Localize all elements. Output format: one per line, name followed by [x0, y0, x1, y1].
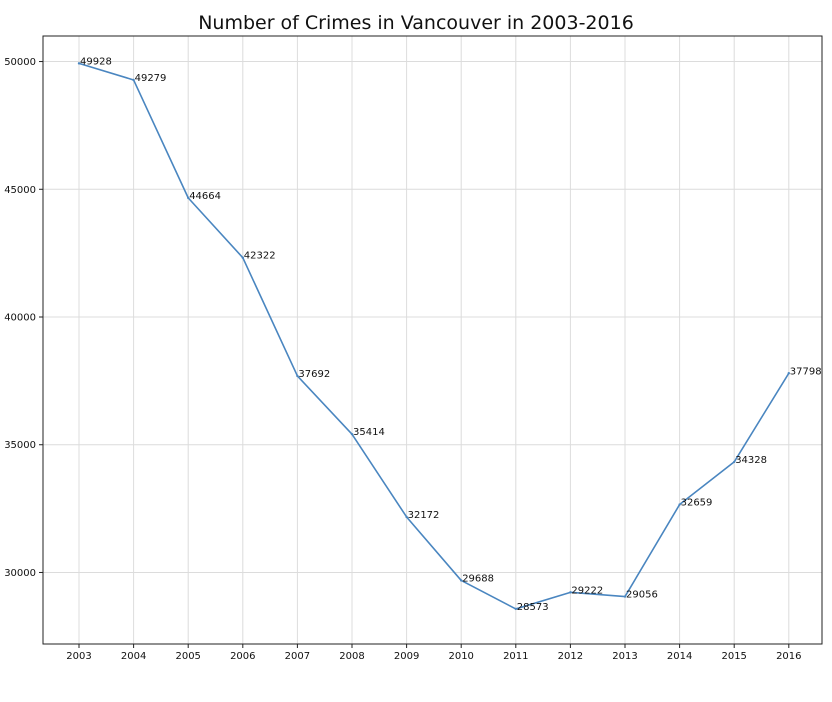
- data-point: [678, 503, 681, 506]
- data-point: [77, 62, 81, 65]
- data-label: 37798: [790, 366, 822, 377]
- data-point: [405, 515, 408, 519]
- data-point: [350, 432, 354, 436]
- x-tick-label: 2004: [121, 651, 146, 662]
- series-line: [78, 62, 790, 610]
- chart-title: Number of Crimes in Vancouver in 2003-20…: [198, 12, 634, 34]
- y-tick-label: 50000: [4, 57, 36, 68]
- data-label: 32659: [681, 498, 713, 509]
- data-point: [514, 607, 517, 611]
- data-point: [132, 78, 135, 82]
- data-point: [187, 196, 190, 200]
- x-tick-label: 2011: [503, 651, 528, 662]
- axes-frame: [42, 35, 823, 645]
- data-point: [569, 591, 572, 594]
- data-label: 29688: [462, 573, 494, 584]
- x-tick-label: 2007: [285, 651, 310, 662]
- data-label: 42322: [244, 251, 276, 262]
- y-tick-label: 40000: [4, 313, 36, 324]
- x-tick-label: 2003: [66, 651, 91, 662]
- data-label: 29056: [626, 590, 658, 601]
- data-label: 37692: [298, 369, 330, 380]
- data-label: 32172: [408, 510, 440, 521]
- data-label: 35414: [353, 427, 385, 438]
- x-tick-label: 2010: [448, 651, 473, 662]
- y-tick-label: 35000: [4, 440, 36, 451]
- data-point: [733, 460, 736, 464]
- data-point: [241, 256, 244, 259]
- x-tick-label: 2016: [776, 651, 801, 662]
- x-tick-label: 2006: [230, 651, 255, 662]
- data-point: [787, 372, 790, 375]
- x-tick-label: 2013: [612, 651, 637, 662]
- data-point: [460, 579, 463, 582]
- data-label: 49928: [80, 56, 112, 67]
- data-label: 28573: [517, 602, 549, 613]
- x-tick-label: 2014: [667, 651, 692, 662]
- data-label: 29222: [571, 585, 603, 596]
- y-tick-label: 45000: [4, 185, 36, 196]
- data-label: 49279: [135, 73, 167, 84]
- x-tick-label: 2009: [394, 651, 419, 662]
- x-tick-label: 2012: [558, 651, 583, 662]
- data-label: 44664: [189, 191, 221, 202]
- y-tick-label: 30000: [4, 568, 36, 579]
- data-point: [623, 595, 627, 598]
- x-tick-label: 2008: [339, 651, 364, 662]
- x-tick-label: 2015: [721, 651, 746, 662]
- data-label: 34328: [735, 455, 767, 466]
- x-tick-label: 2005: [175, 651, 200, 662]
- data-point: [296, 374, 299, 378]
